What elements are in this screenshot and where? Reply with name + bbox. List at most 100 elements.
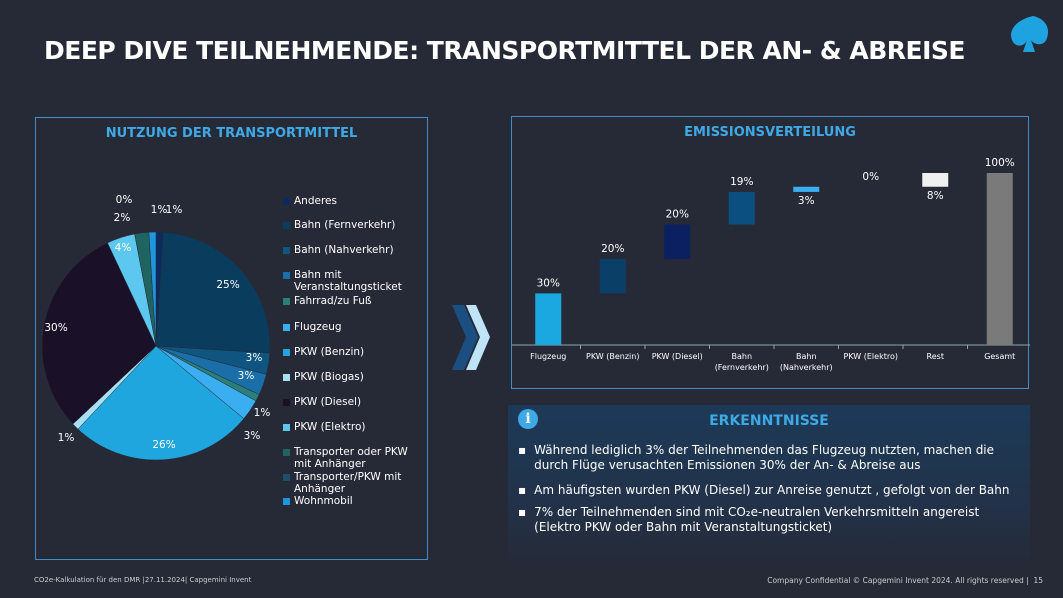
pie-chart-panel: 1% 25% 3% 3% 1% 3% 26% 1% 30% 4% 2% 0% 1% NUTZUNG DE… (35, 117, 428, 560)
insight-text: 7% der Teilnehmenden sind mit CO₂e-neutr… (534, 505, 980, 534)
legend-item: PKW (Benzin) (283, 346, 423, 358)
capgemini-spade-logo (1011, 16, 1049, 52)
legend-swatch (283, 324, 290, 331)
pie-data-label: 1% (254, 407, 271, 419)
waterfall-chart: 30% Flugzeug 20% PKW (Benzin) 20% PKW (Diesel… (512, 157, 1030, 372)
legend-label: PKW (Benzin) (294, 346, 365, 358)
bar-data-label: 30% (537, 277, 560, 289)
legend-swatch (283, 449, 290, 456)
legend-swatch (283, 374, 290, 381)
waterfall-bar (728, 191, 755, 225)
x-tick-label: PKW (Benzin) (586, 352, 639, 361)
pie-data-label: 3% (246, 352, 263, 364)
pie-slice (77, 345, 245, 461)
x-tick-label: Bahn (731, 352, 752, 361)
x-tick-label: (Nahverkehr) (780, 363, 833, 372)
page-title: DEEP DIVE TEILNEHMENDE: TRANSPORTMITTEL … (44, 36, 965, 65)
legend-item: Transporter oder PKW mit Anhänger (283, 446, 423, 470)
x-tick-label: (Fernverkehr) (715, 363, 769, 372)
legend-item: PKW (Elektro) (283, 421, 423, 433)
legend-label: PKW (Biogas) (294, 371, 364, 383)
waterfall-bar (535, 293, 562, 345)
legend-label: Anderes (294, 195, 337, 207)
pie-data-label: 3% (244, 430, 261, 442)
legend-swatch (283, 198, 290, 205)
legend-swatch (283, 399, 290, 406)
legend-item: Bahn (Fernverkehr) (283, 219, 423, 231)
legend-swatch (283, 424, 290, 431)
legend-label: Bahn (Fernverkehr) (294, 219, 396, 231)
pie-data-label: 4% (115, 242, 132, 254)
legend-label: PKW (Diesel) (294, 396, 362, 408)
legend-item: Bahn mit Veranstaltungsticket (283, 269, 423, 293)
x-tick-label: Rest (927, 352, 944, 361)
legend-item: Flugzeug (283, 321, 423, 333)
pie-data-label: 1% (151, 204, 168, 216)
legend-item: Wohnmobil (283, 495, 423, 507)
waterfall-bar (599, 259, 626, 294)
bar-data-label: 19% (730, 176, 753, 188)
legend-item: PKW (Diesel) (283, 396, 423, 408)
legend-swatch (283, 474, 290, 481)
x-tick-label: Gesamt (984, 352, 1015, 361)
page-number: 15 (1033, 576, 1043, 585)
pie-slice (41, 242, 157, 425)
bar-data-label: 0% (862, 171, 879, 183)
waterfall-bar (664, 224, 691, 259)
legend-label: Fahrrad/zu Fuß (294, 295, 372, 307)
pie-data-label: 0% (116, 194, 133, 206)
pie-slice (148, 231, 157, 347)
bar-data-label: 20% (666, 209, 689, 221)
pie-data-label: 2% (114, 212, 131, 224)
legend-item: Bahn (Nahverkehr) (283, 244, 423, 256)
pie-data-label: 30% (44, 322, 67, 334)
legend-label: Wohnmobil (294, 495, 353, 507)
legend-label: Transporter/PKW mit Anhänger (294, 471, 402, 495)
waterfall-chart-panel: 30% Flugzeug 20% PKW (Benzin) 20% PKW (Diesel… (511, 116, 1030, 389)
pie-data-label: 26% (152, 439, 175, 451)
legend-swatch (283, 349, 290, 356)
insights-title: ERKENNTNISSE (709, 413, 829, 429)
pie-chart: 1% 25% 3% 3% 1% 3% 26% 1% 30% 4% 2% 0% 1% (41, 194, 271, 461)
info-icon: i (518, 409, 538, 429)
legend-item: Transporter/PKW mit Anhänger (283, 471, 423, 495)
legend-label: Flugzeug (294, 321, 342, 333)
bar-data-label: 3% (798, 195, 815, 207)
insights-box: i ERKENNTNISSE ▪ Während lediglich 3% der… (508, 405, 1030, 565)
footer-confidential: Company Confidential © Capgemini Invent … (767, 576, 1029, 585)
footer-right: Company Confidential © Capgemini Invent … (767, 576, 1043, 585)
waterfall-bar (922, 173, 949, 187)
footer-left: CO2e-Kalkulation für den DMR |27.11.2024… (34, 576, 252, 584)
x-tick-label: PKW (Elektro) (844, 352, 898, 361)
pie-slice (155, 231, 271, 354)
legend-swatch (283, 247, 290, 254)
insight-text: Während lediglich 3% der Teilnehmenden d… (534, 443, 995, 472)
bar-data-label: 100% (985, 157, 1015, 169)
insight-bullet: ▪ 7% der Teilnehmenden sind mit CO₂e-neut… (518, 505, 1018, 535)
pie-chart-title: NUTZUNG DER TRANSPORTMITTEL (105, 126, 358, 141)
insight-bullet: ▪ Am häufigsten wurden PKW (Diesel) zur A… (518, 483, 1010, 497)
bar-data-label: 20% (601, 243, 624, 255)
pie-data-label: 3% (238, 370, 255, 382)
legend-item: PKW (Biogas) (283, 371, 423, 383)
waterfall-chart-title: EMISSIONSVERTEILUNG (684, 125, 856, 140)
pie-data-label: 1% (166, 204, 183, 216)
pie-data-label: 1% (58, 432, 75, 444)
chevron-arrow-icon (452, 305, 490, 370)
x-tick-label: Flugzeug (530, 352, 566, 361)
legend-label: PKW (Elektro) (294, 421, 366, 433)
bar-data-label: 8% (927, 190, 944, 202)
insight-text: Am häufigsten wurden PKW (Diesel) zur An… (534, 483, 1010, 497)
legend-label: Bahn (Nahverkehr) (294, 244, 394, 256)
legend-label: Bahn mit Veranstaltungsticket (294, 269, 402, 293)
legend-label: Transporter oder PKW mit Anhänger (294, 446, 408, 470)
legend-swatch (283, 222, 290, 229)
legend-item: Fahrrad/zu Fuß (283, 295, 423, 307)
waterfall-bar (986, 173, 1013, 345)
legend-swatch (283, 272, 290, 279)
legend-swatch (283, 298, 290, 305)
waterfall-bar (793, 186, 820, 192)
legend-item: Anderes (283, 195, 423, 207)
legend-swatch (283, 498, 290, 505)
x-tick-label: Bahn (796, 352, 817, 361)
